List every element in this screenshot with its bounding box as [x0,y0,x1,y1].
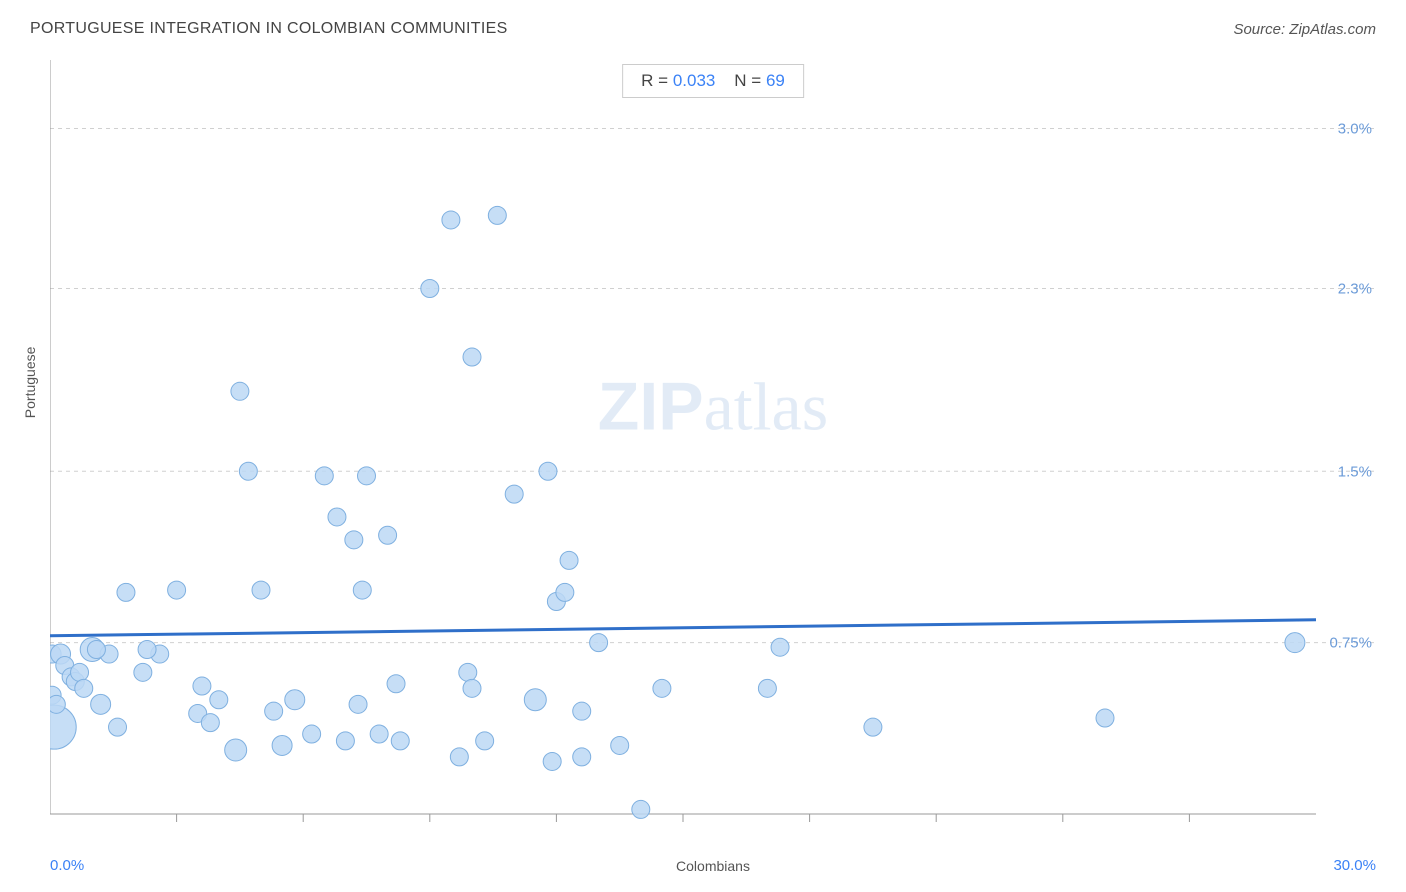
data-point[interactable] [315,467,333,485]
x-axis-max: 30.0% [1333,857,1376,874]
data-point[interactable] [358,467,376,485]
stats-box: R = 0.033 N = 69 [622,64,804,98]
data-point[interactable] [450,748,468,766]
data-point[interactable] [75,679,93,697]
data-point[interactable] [387,675,405,693]
y-tick-label: 0.75% [1329,635,1372,652]
data-point[interactable] [303,725,321,743]
data-point[interactable] [1285,633,1305,653]
data-point[interactable] [758,679,776,697]
data-point[interactable] [611,736,629,754]
y-tick-label: 2.3% [1338,280,1372,297]
trend-line [50,620,1316,636]
data-point[interactable] [239,462,257,480]
data-point[interactable] [370,725,388,743]
data-point[interactable] [459,663,477,681]
data-point[interactable] [421,279,439,297]
data-point[interactable] [560,551,578,569]
data-point[interactable] [476,732,494,750]
n-label: N = [734,71,761,90]
data-point[interactable] [349,695,367,713]
data-point[interactable] [225,739,247,761]
data-point[interactable] [442,211,460,229]
data-point[interactable] [590,634,608,652]
data-point[interactable] [87,640,105,658]
r-label: R = [641,71,668,90]
y-axis-label: Portuguese [22,347,38,419]
data-point[interactable] [231,382,249,400]
data-point[interactable] [632,800,650,818]
data-point[interactable] [573,748,591,766]
data-point[interactable] [353,581,371,599]
data-point[interactable] [573,702,591,720]
x-axis-min: 0.0% [50,857,84,874]
data-point[interactable] [272,735,292,755]
data-point[interactable] [391,732,409,750]
header: PORTUGUESE INTEGRATION IN COLOMBIAN COMM… [0,0,1406,48]
data-point[interactable] [864,718,882,736]
data-point[interactable] [336,732,354,750]
x-axis-label: Colombians [676,858,750,874]
data-point[interactable] [463,679,481,697]
data-point[interactable] [556,583,574,601]
data-point[interactable] [771,638,789,656]
scatter-plot: 0.75% 1.5% 2.3% 3.0% [50,60,1376,832]
data-point[interactable] [285,690,305,710]
data-point[interactable] [1096,709,1114,727]
data-point[interactable] [505,485,523,503]
chart-container: R = 0.033 N = 69 ZIPatlas 0.75%1.5%2.3%3… [50,60,1376,832]
data-point[interactable] [524,689,546,711]
data-point[interactable] [543,752,561,770]
y-tick-label: 1.5% [1338,463,1372,480]
source-attribution: Source: ZipAtlas.com [1233,21,1376,38]
data-point[interactable] [50,695,65,713]
data-point[interactable] [252,581,270,599]
n-value: 69 [766,71,785,90]
data-point[interactable] [71,663,89,681]
data-point[interactable] [210,691,228,709]
data-point[interactable] [109,718,127,736]
data-point[interactable] [463,348,481,366]
data-point[interactable] [539,462,557,480]
y-tick-label: 3.0% [1338,121,1372,138]
data-point[interactable] [138,640,156,658]
data-point[interactable] [134,663,152,681]
data-point[interactable] [488,206,506,224]
data-point[interactable] [265,702,283,720]
data-point[interactable] [117,583,135,601]
data-point[interactable] [201,714,219,732]
data-point[interactable] [91,694,111,714]
chart-title: PORTUGUESE INTEGRATION IN COLOMBIAN COMM… [30,20,508,38]
data-point[interactable] [168,581,186,599]
data-point[interactable] [379,526,397,544]
data-point[interactable] [328,508,346,526]
r-value: 0.033 [673,71,716,90]
data-point[interactable] [653,679,671,697]
data-point[interactable] [193,677,211,695]
data-point[interactable] [345,531,363,549]
